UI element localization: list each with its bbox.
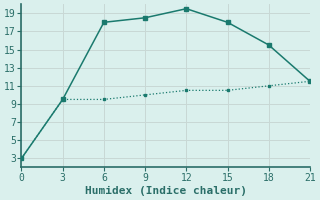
X-axis label: Humidex (Indice chaleur): Humidex (Indice chaleur) bbox=[85, 186, 247, 196]
